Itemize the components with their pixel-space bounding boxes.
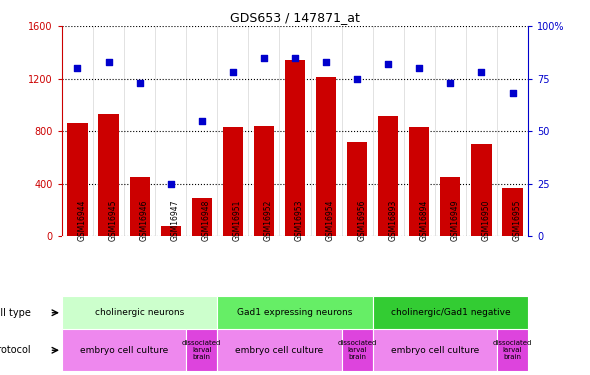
Bar bbox=[186, 329, 217, 371]
Bar bbox=[254, 126, 274, 236]
Bar bbox=[223, 128, 243, 236]
Text: GSM16952: GSM16952 bbox=[264, 200, 273, 241]
Bar bbox=[316, 78, 336, 236]
Text: GSM16947: GSM16947 bbox=[171, 200, 180, 241]
Text: GSM16894: GSM16894 bbox=[419, 200, 428, 241]
Text: GSM16945: GSM16945 bbox=[109, 200, 117, 241]
Point bbox=[197, 118, 206, 124]
Point bbox=[477, 69, 486, 75]
Text: dissociated
larval
brain: dissociated larval brain bbox=[182, 340, 221, 360]
Text: embryo cell culture: embryo cell culture bbox=[80, 346, 168, 355]
Bar bbox=[497, 329, 528, 371]
Bar bbox=[99, 114, 119, 236]
Bar bbox=[217, 296, 373, 329]
Point bbox=[259, 55, 268, 61]
Point bbox=[290, 55, 300, 61]
Point bbox=[415, 65, 424, 71]
Point bbox=[166, 181, 175, 187]
Bar bbox=[440, 177, 460, 236]
Point bbox=[508, 90, 517, 96]
Bar bbox=[342, 329, 373, 371]
Text: GSM16956: GSM16956 bbox=[357, 200, 366, 241]
Bar bbox=[62, 296, 217, 329]
Bar bbox=[373, 329, 497, 371]
Point bbox=[352, 76, 362, 82]
Bar bbox=[160, 226, 181, 236]
Text: GSM16893: GSM16893 bbox=[388, 200, 397, 241]
Text: embryo cell culture: embryo cell culture bbox=[391, 346, 479, 355]
Text: GSM16948: GSM16948 bbox=[202, 200, 211, 241]
Bar bbox=[347, 142, 367, 236]
Point bbox=[73, 65, 82, 71]
Bar bbox=[471, 144, 491, 236]
Bar bbox=[62, 329, 186, 371]
Bar bbox=[130, 177, 150, 236]
Text: GSM16946: GSM16946 bbox=[140, 200, 149, 241]
Point bbox=[228, 69, 238, 75]
Text: GSM16951: GSM16951 bbox=[233, 200, 242, 241]
Point bbox=[445, 80, 455, 86]
Bar bbox=[67, 123, 87, 236]
Point bbox=[104, 59, 113, 65]
Text: cholinergic neurons: cholinergic neurons bbox=[95, 308, 184, 317]
Bar bbox=[503, 188, 523, 236]
Text: GSM16949: GSM16949 bbox=[450, 200, 460, 241]
Point bbox=[384, 61, 393, 67]
Point bbox=[135, 80, 145, 86]
Bar bbox=[373, 296, 528, 329]
Point bbox=[322, 59, 331, 65]
Text: embryo cell culture: embryo cell culture bbox=[235, 346, 323, 355]
Title: GDS653 / 147871_at: GDS653 / 147871_at bbox=[230, 11, 360, 24]
Text: GSM16954: GSM16954 bbox=[326, 200, 335, 241]
Text: GSM16953: GSM16953 bbox=[295, 200, 304, 241]
Bar bbox=[378, 116, 398, 236]
Bar bbox=[192, 198, 212, 236]
Bar bbox=[285, 60, 305, 236]
Text: GSM16950: GSM16950 bbox=[481, 200, 490, 241]
Text: protocol: protocol bbox=[0, 345, 31, 355]
Text: cell type: cell type bbox=[0, 308, 31, 318]
Text: cholinergic/Gad1 negative: cholinergic/Gad1 negative bbox=[391, 308, 510, 317]
Text: GSM16955: GSM16955 bbox=[513, 200, 522, 241]
Text: dissociated
larval
brain: dissociated larval brain bbox=[493, 340, 532, 360]
Text: GSM16944: GSM16944 bbox=[77, 200, 87, 241]
Bar bbox=[217, 329, 342, 371]
Bar bbox=[409, 128, 430, 236]
Text: dissociated
larval
brain: dissociated larval brain bbox=[337, 340, 377, 360]
Text: Gad1 expressing neurons: Gad1 expressing neurons bbox=[237, 308, 353, 317]
